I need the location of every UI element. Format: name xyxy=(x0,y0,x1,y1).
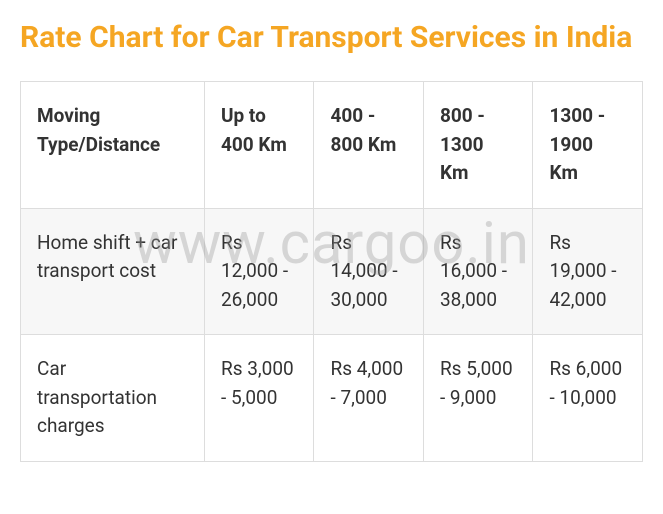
table-cell: Rs 19,000 - 42,000 xyxy=(533,208,643,335)
table-cell: Rs 14,000 - 30,000 xyxy=(314,208,423,335)
row-label: Home shift + car transport cost xyxy=(21,208,205,335)
table-cell: Rs 16,000 - 38,000 xyxy=(423,208,532,335)
table-row: Car transportation charges Rs 3,000 - 5,… xyxy=(21,335,643,462)
table-cell: Rs 3,000 - 5,000 xyxy=(205,335,314,462)
table-cell: Rs 12,000 - 26,000 xyxy=(205,208,314,335)
table-row: Home shift + car transport cost Rs 12,00… xyxy=(21,208,643,335)
page-title: Rate Chart for Car Transport Services in… xyxy=(20,18,643,57)
table-cell: Rs 4,000 - 7,000 xyxy=(314,335,423,462)
column-header: 400 - 800 Km xyxy=(314,82,423,209)
column-header: Moving Type/Distance xyxy=(21,82,205,209)
row-label: Car transportation charges xyxy=(21,335,205,462)
table-cell: Rs 5,000 - 9,000 xyxy=(423,335,532,462)
column-header: 800 - 1300 Km xyxy=(423,82,532,209)
table-header-row: Moving Type/Distance Up to 400 Km 400 - … xyxy=(21,82,643,209)
rate-table: Moving Type/Distance Up to 400 Km 400 - … xyxy=(20,81,643,462)
column-header: 1300 - 1900 Km xyxy=(533,82,643,209)
table-cell: Rs 6,000 - 10,000 xyxy=(533,335,643,462)
column-header: Up to 400 Km xyxy=(205,82,314,209)
